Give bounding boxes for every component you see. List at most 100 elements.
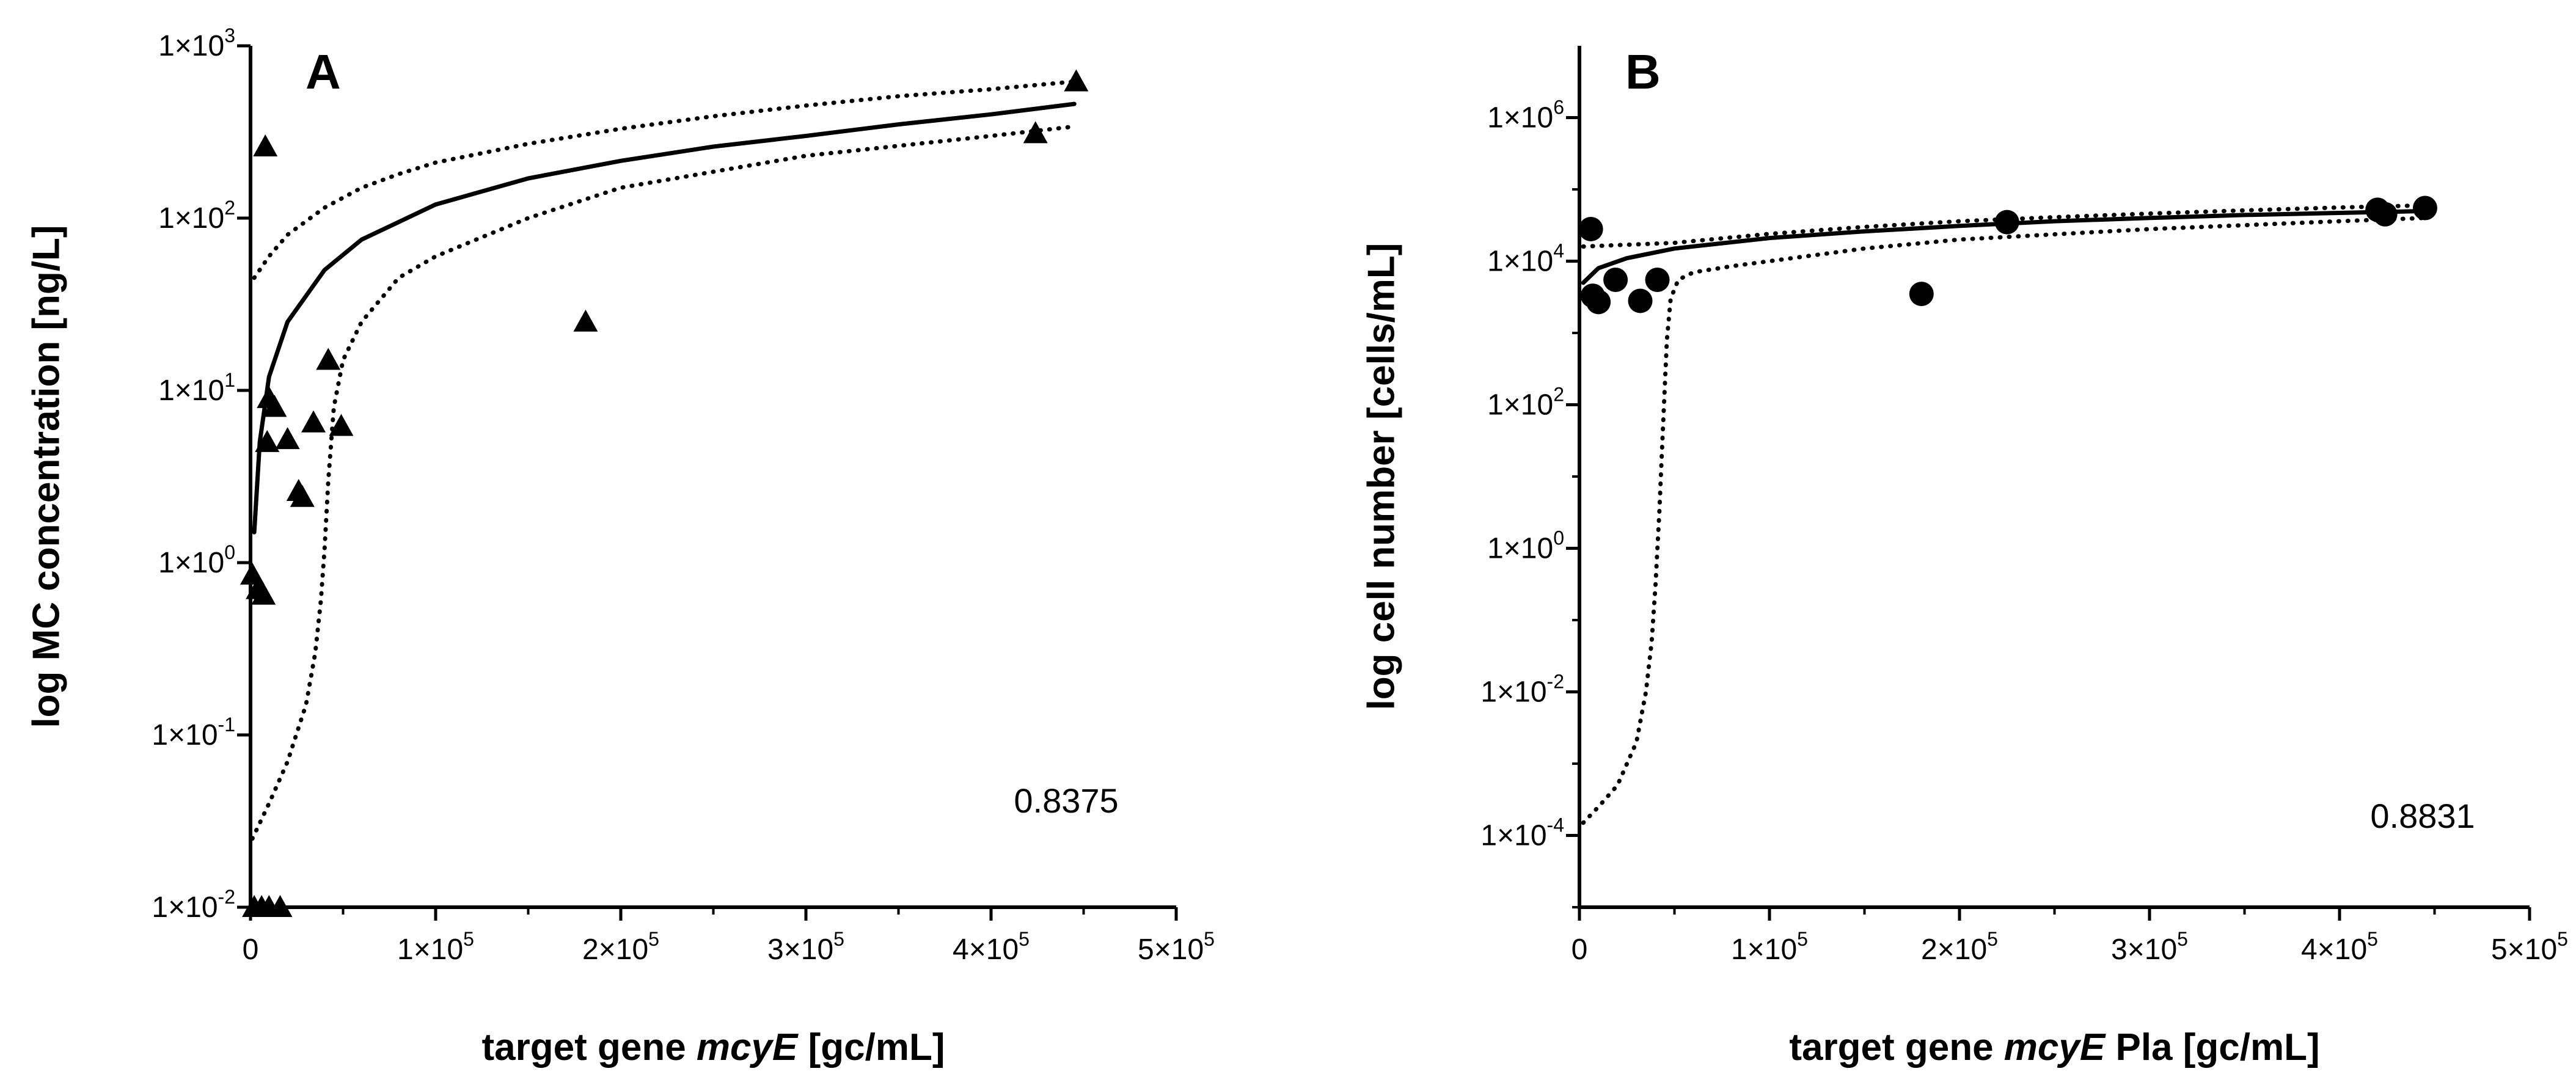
x-tick-label: 1×105 [397,928,474,966]
x-axis-title-gene: mcyE [2004,1026,2106,1069]
x-tick-label-exponent: 5 [1987,928,1998,950]
confidence-band-upper [1581,203,2428,249]
y-tick-label: 1×101 [158,369,235,407]
x-tick-label-mantissa: 4×10 [2301,933,2367,966]
data-point [253,134,278,156]
y-tick-label: 1×103 [158,24,235,62]
x-tick-label: 1×105 [1731,928,1808,966]
panel-label: A [306,45,341,99]
y-tick-label: 1×102 [1487,384,1564,422]
x-tick-label-mantissa: 2×10 [582,933,648,966]
x-tick-label: 5×105 [1138,928,1215,966]
data-point [268,895,293,917]
x-axis-title: target gene mcyE [gc/mL] [482,1026,945,1069]
y-tick-label-exponent: 0 [224,541,235,563]
y-axis-title: log MC concentration [ng/L] [25,225,67,728]
panel-label: B [1625,45,1661,99]
y-tick-label: 1×102 [158,197,235,235]
y-tick-label-exponent: -1 [218,714,235,736]
x-tick-label-mantissa: 5×10 [1138,933,1204,966]
x-tick-label-exponent: 5 [2177,928,2188,950]
data-point [240,562,265,585]
x-tick-label-exponent: 5 [463,928,474,950]
y-tick-label-mantissa: 1×10 [1480,820,1546,852]
r-squared-value: 0.8375 [1014,781,1118,820]
y-tick-label: 1×10-4 [1480,814,1564,852]
x-tick-label-exponent: 5 [2367,928,2378,950]
x-tick-label: 5×105 [2491,928,2568,966]
x-tick-label-mantissa: 1×10 [397,933,463,966]
y-tick-label-exponent: 6 [1553,97,1564,119]
y-tick-label-exponent: -2 [218,886,235,908]
x-tick-label: 4×105 [953,928,1030,966]
x-tick-label: 3×105 [2111,928,2188,966]
confidence-band-lower [1581,216,2428,825]
data-point [275,427,300,450]
x-tick-label: 2×105 [1921,928,1998,966]
data-point [329,414,354,436]
y-tick-label-mantissa: 1×10 [1487,102,1553,134]
x-tick-label: 0 [1572,933,1588,966]
x-tick-label-exponent: 5 [648,928,659,950]
data-point [251,582,276,605]
x-tick-label-exponent: 5 [1204,928,1215,950]
y-axis-title: log cell number [cells/mL] [1360,243,1402,711]
x-tick-label-mantissa: 0 [243,933,259,966]
y-tick-label: 1×104 [1487,240,1564,278]
y-tick-label: 1×100 [1487,527,1564,565]
x-tick-label-mantissa: 1×10 [1731,933,1797,966]
y-tick-label-mantissa: 1×10 [158,30,224,62]
x-tick-label-mantissa: 3×10 [2111,933,2177,966]
y-tick-label: 1×100 [158,541,235,579]
data-point [573,309,598,332]
y-tick-label: 1×106 [1487,97,1564,134]
y-tick-label-mantissa: 1×10 [1480,676,1546,709]
x-tick-label-mantissa: 2×10 [1921,933,1987,966]
x-tick-label-mantissa: 5×10 [2491,933,2557,966]
x-tick-label-exponent: 5 [2557,928,2568,950]
y-tick-label-exponent: 2 [224,197,235,219]
data-point [1645,268,1670,293]
x-axis-title: target gene mcyE Pla [gc/mL] [1789,1026,2319,1069]
x-tick-label: 3×105 [767,928,844,966]
data-point [255,429,280,452]
regression-fit-line [1581,208,2428,285]
data-point [1909,282,1934,307]
data-point [262,395,287,417]
y-tick-label-exponent: 4 [1553,240,1564,262]
confidence-band-upper [252,79,1077,280]
r-squared-value: 0.8831 [2370,797,2475,835]
y-tick-label-mantissa: 1×10 [158,202,224,235]
x-tick-label-exponent: 5 [833,928,844,950]
data-point [1064,69,1089,92]
data-point [2373,202,2398,227]
x-axis-title-suffix: [gc/mL] [797,1026,945,1069]
y-tick-label: 1×10-2 [1480,671,1564,709]
y-tick-label-exponent: 3 [224,24,235,46]
y-tick-label-exponent: 0 [1553,527,1564,549]
x-tick-label: 4×105 [2301,928,2378,966]
data-point [2412,195,2437,221]
y-tick-label-exponent: 1 [224,369,235,391]
y-tick-label-mantissa: 1×10 [152,719,218,751]
data-point [290,484,315,507]
x-axis-title-prefix: target gene [1789,1026,2003,1069]
x-tick-label-mantissa: 3×10 [767,933,833,966]
data-point [1603,268,1628,293]
x-axis-title-gene: mcyE [697,1026,799,1069]
x-tick-label: 0 [243,933,259,966]
data-point [1023,121,1048,144]
y-tick-label-exponent: -4 [1547,814,1564,836]
y-tick-label: 1×10-1 [152,714,235,751]
y-tick-label-mantissa: 1×10 [152,891,218,924]
y-tick-label-mantissa: 1×10 [1487,246,1553,278]
y-tick-label-mantissa: 1×10 [1487,533,1553,565]
y-tick-label-mantissa: 1×10 [158,547,224,579]
x-axis-title-prefix: target gene [482,1026,697,1069]
y-tick-label-mantissa: 1×10 [158,374,224,407]
data-point [1578,216,1603,241]
x-tick-label-exponent: 5 [1797,928,1808,950]
